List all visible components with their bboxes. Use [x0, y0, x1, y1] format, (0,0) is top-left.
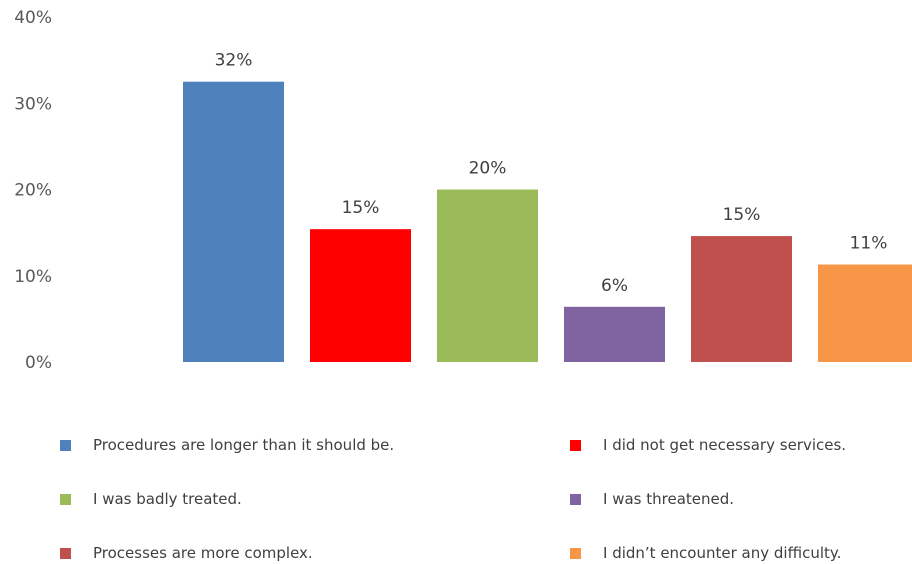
- data-label: 15%: [342, 198, 380, 218]
- legend-swatch: [60, 547, 71, 559]
- legend-item: Processes are more complex.: [60, 542, 313, 564]
- legend-swatch: [570, 439, 581, 451]
- legend-swatch: [60, 493, 71, 505]
- data-label: 11%: [850, 234, 888, 254]
- data-label: 20%: [469, 159, 507, 179]
- legend-item: I didn’t encounter any difficulty.: [570, 542, 841, 564]
- bar: [818, 264, 912, 362]
- y-axis: 0% 10% 20% 30% 40%: [14, 8, 52, 373]
- bar: [564, 306, 665, 362]
- legend-swatch: [60, 439, 71, 451]
- legend-item: Procedures are longer than it should be.: [60, 434, 394, 456]
- bar: [691, 236, 792, 362]
- legend-swatch: [570, 493, 581, 505]
- legend-label: Procedures are longer than it should be.: [93, 436, 395, 454]
- y-tick-label: 40%: [14, 8, 52, 28]
- data-label: 32%: [215, 51, 253, 71]
- y-tick-label: 0%: [25, 353, 52, 373]
- legend-item: I was badly treated.: [60, 488, 242, 510]
- y-tick-label: 20%: [14, 181, 52, 201]
- legend-item: I was threatened.: [570, 488, 734, 510]
- y-tick-label: 30%: [14, 94, 52, 114]
- bar: [183, 81, 284, 362]
- legend-item: I did not get necessary services.: [570, 434, 846, 456]
- y-tick-label: 10%: [14, 267, 52, 287]
- legend-label: I was badly treated.: [93, 490, 242, 508]
- data-label: 6%: [601, 276, 628, 296]
- bar-chart: 0% 10% 20% 30% 40% 32% 15% 20% 6% 15% 11%: [14, 8, 912, 373]
- legend-label: I did not get necessary services.: [603, 436, 847, 454]
- bar: [437, 189, 538, 362]
- legend: Procedures are longer than it should be.…: [0, 420, 912, 562]
- legend-swatch: [570, 547, 581, 559]
- legend-label: I was threatened.: [603, 490, 735, 508]
- data-labels: 32% 15% 20% 6% 15% 11%: [215, 51, 888, 296]
- bars: [183, 81, 912, 362]
- data-label: 15%: [723, 205, 761, 225]
- legend-label: I didn’t encounter any difficulty.: [603, 544, 842, 562]
- bar: [310, 229, 411, 362]
- legend-label: Processes are more complex.: [93, 544, 313, 562]
